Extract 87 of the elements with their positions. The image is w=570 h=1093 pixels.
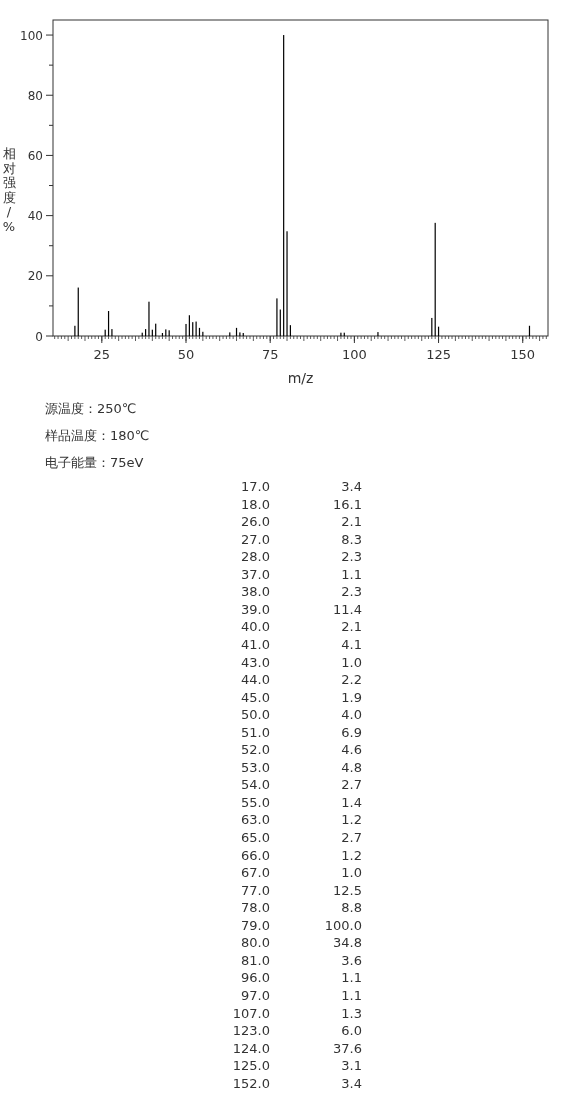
text: 77.0 (241, 882, 270, 898)
text: 67.0 (241, 865, 270, 881)
x-tick-label: 150 (510, 347, 536, 362)
text: 17.0 (241, 479, 270, 494)
text: 1.1 (341, 970, 362, 986)
x-tick-label: 25 (93, 347, 111, 362)
text: 样品温度：180℃ (45, 428, 150, 443)
text: 1.9 (341, 689, 362, 705)
text: 43.0 (241, 654, 270, 670)
x-tick-label: 50 (177, 347, 195, 362)
text: 125.0 (232, 1058, 270, 1074)
text: 2.7 (341, 777, 362, 793)
text: 97.0 (241, 987, 270, 1003)
text: 107.0 (232, 1005, 270, 1021)
text: 34.8 (333, 935, 362, 951)
text: 8.3 (341, 531, 362, 547)
text: 2.1 (341, 514, 362, 530)
text: 55.0 (241, 794, 270, 810)
y-tick-label: 100 (20, 28, 43, 43)
text: 2.7 (341, 830, 362, 845)
text: 41.0 (241, 636, 270, 652)
text: 4.0 (341, 707, 362, 723)
text: 52.0 (241, 742, 270, 758)
text: 4.6 (341, 742, 362, 758)
text: 37.0 (241, 566, 270, 582)
text: 152.0 (232, 1075, 270, 1091)
text: 1.4 (341, 794, 362, 810)
text: 11.4 (333, 601, 362, 617)
text: 124.0 (232, 1040, 270, 1056)
text: 6.9 (341, 724, 362, 740)
text: 源温度：250℃ (45, 401, 137, 416)
text: 37.6 (333, 1040, 362, 1056)
text: 1.0 (341, 865, 362, 881)
text: 1.2 (341, 847, 362, 863)
text: 1.1 (341, 566, 362, 582)
text: 电子能量：75eV (45, 455, 144, 470)
text: 3.6 (341, 952, 362, 968)
x-tick-label: 100 (341, 347, 367, 362)
text: 2.1 (341, 619, 362, 635)
text: 18.0 (241, 496, 270, 512)
text: 2.3 (341, 549, 362, 565)
text: 51.0 (241, 724, 270, 740)
text: 26.0 (241, 514, 270, 530)
text: 27.0 (241, 531, 270, 547)
text: 8.8 (341, 900, 362, 916)
text: 100.0 (324, 917, 362, 933)
text: 79.0 (241, 917, 270, 933)
text: 53.0 (241, 759, 270, 775)
text: 1.2 (341, 812, 362, 828)
text: 28.0 (241, 549, 270, 565)
text: 78.0 (241, 900, 270, 916)
text: 63.0 (241, 812, 270, 828)
text: 54.0 (241, 777, 270, 793)
y-tick-label: 20 (27, 269, 43, 284)
y-tick-label: 0 (35, 329, 43, 344)
text: 4.1 (341, 636, 362, 652)
text: 81.0 (241, 952, 270, 968)
text: 3.4 (341, 479, 362, 494)
text: 1.0 (341, 654, 362, 670)
text: 1.3 (341, 1005, 362, 1021)
text: 45.0 (241, 689, 270, 705)
y-tick-label: 60 (27, 148, 43, 163)
x-tick-label: 125 (426, 347, 451, 362)
text: 4.8 (341, 759, 362, 775)
text: 6.0 (341, 1023, 362, 1039)
y-tick-label: 80 (27, 88, 43, 103)
x-tick-label: 75 (261, 347, 279, 362)
y-tick-label: 40 (27, 209, 43, 224)
text: 2.3 (341, 584, 362, 600)
text: 44.0 (241, 672, 270, 688)
text: 50.0 (241, 707, 270, 723)
text: 40.0 (241, 619, 270, 635)
text: 123.0 (232, 1023, 270, 1039)
text: 2.2 (341, 672, 362, 688)
x-axis-title: m/z (287, 370, 314, 386)
text: 96.0 (241, 970, 270, 986)
text: 39.0 (241, 601, 270, 617)
text: 80.0 (241, 935, 270, 951)
text: 3.1 (341, 1058, 362, 1074)
text: 3.4 (341, 1075, 362, 1091)
text: 65.0 (241, 830, 270, 845)
y-axis-title: 相对强度/% (2, 146, 16, 234)
text: 16.1 (333, 496, 362, 512)
text: 1.1 (341, 987, 362, 1003)
text: 38.0 (241, 584, 270, 600)
text: 12.5 (333, 882, 362, 898)
text: 66.0 (241, 847, 270, 863)
